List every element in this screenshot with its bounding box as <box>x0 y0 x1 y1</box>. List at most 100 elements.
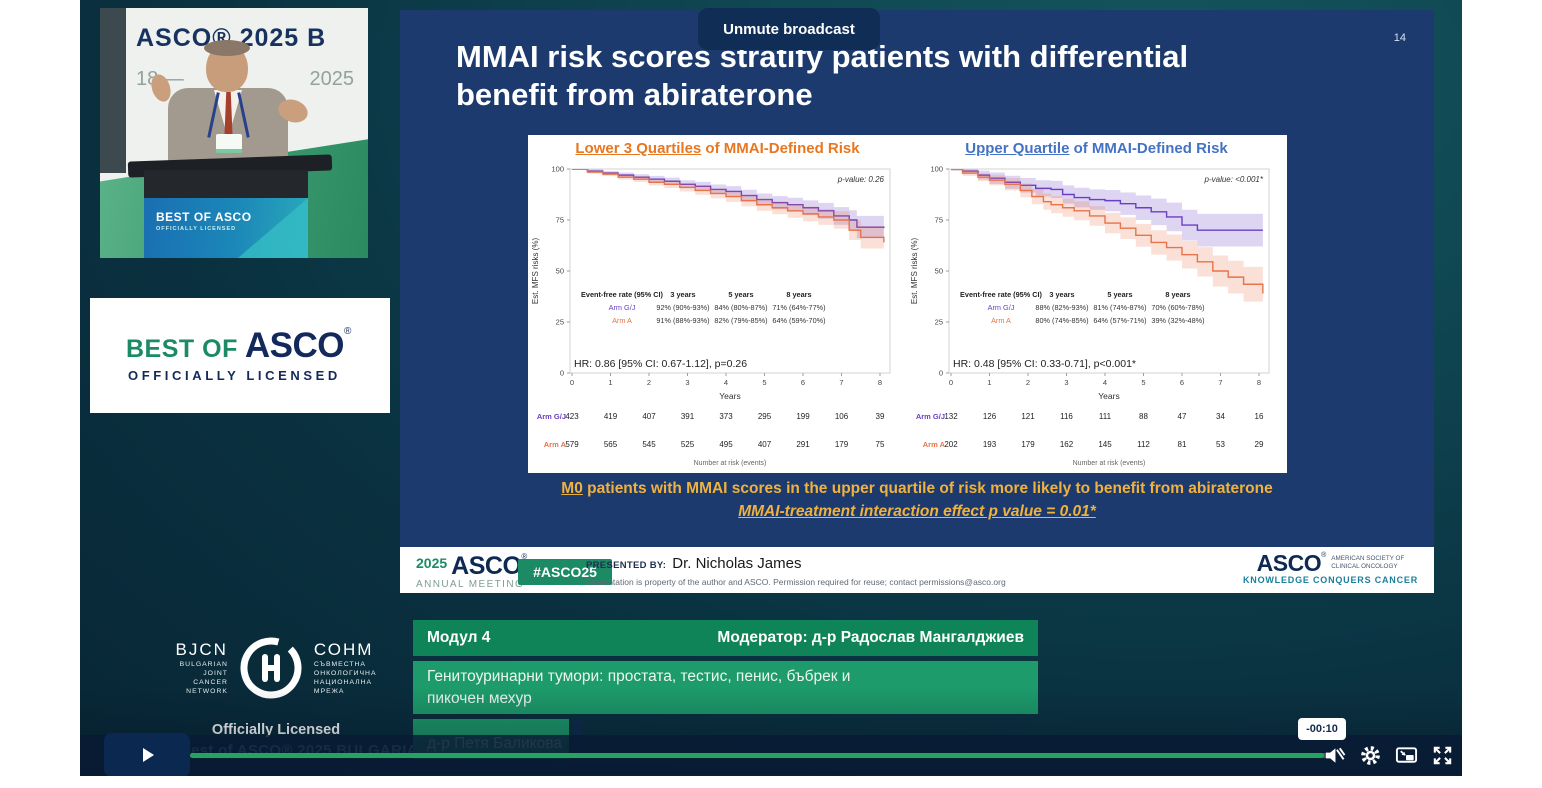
svg-text:39% (32%-48%): 39% (32%-48%) <box>1151 316 1204 325</box>
svg-text:39: 39 <box>876 412 885 421</box>
svg-text:47: 47 <box>1178 412 1187 421</box>
progress-bar[interactable] <box>190 753 1332 758</box>
svg-text:4: 4 <box>1103 378 1107 387</box>
boa-licensed-text: OFFICIALLY LICENSED <box>128 368 341 383</box>
svg-text:88% (82%-93%): 88% (82%-93%) <box>1035 303 1088 312</box>
footer-disclaimer: Presentation is property of the author a… <box>586 577 1006 587</box>
svg-text:391: 391 <box>681 412 695 421</box>
settings-gear-icon[interactable] <box>1359 744 1382 767</box>
svg-text:100: 100 <box>551 165 564 174</box>
svg-text:34: 34 <box>1216 412 1225 421</box>
svg-text:7: 7 <box>839 378 843 387</box>
svg-text:579: 579 <box>565 440 579 449</box>
svg-text:3: 3 <box>685 378 689 387</box>
svg-text:5 years: 5 years <box>728 290 753 299</box>
svg-text:29: 29 <box>1255 440 1264 449</box>
svg-text:Arm G/J: Arm G/J <box>988 303 1015 312</box>
svg-text:179: 179 <box>835 440 849 449</box>
bjcn-logo <box>240 637 302 699</box>
svg-text:179: 179 <box>1021 440 1035 449</box>
speaker-video-feed: ASCO® 2025 B 18 — 2025 BEST OF ASCO OFFI… <box>100 8 368 258</box>
svg-text:Est. MFS risks (%): Est. MFS risks (%) <box>910 238 919 305</box>
svg-text:25: 25 <box>935 318 943 327</box>
svg-text:0: 0 <box>560 369 564 378</box>
bjcn-sohm-logo-block: BJCN BULGARIAN JOINT CANCER NETWORK СОНМ… <box>116 616 436 720</box>
presented-by: PRESENTED BY: Dr. Nicholas James <box>586 555 802 572</box>
svg-text:100: 100 <box>930 165 943 174</box>
svg-text:75: 75 <box>876 440 885 449</box>
svg-text:291: 291 <box>796 440 810 449</box>
svg-text:50: 50 <box>935 267 943 276</box>
svg-text:5: 5 <box>1141 378 1145 387</box>
svg-text:64% (57%-71%): 64% (57%-71%) <box>1093 316 1146 325</box>
svg-text:p-value: 0.26: p-value: 0.26 <box>837 175 885 184</box>
slide-highlight-line2: MMAI-treatment interaction effect p valu… <box>738 503 1096 520</box>
svg-text:1: 1 <box>987 378 991 387</box>
km-chart-lower-quartiles: Lower 3 Quartiles of MMAI-Defined Risk 0… <box>528 135 907 473</box>
time-remaining-tooltip: -00:10 <box>1298 718 1346 740</box>
svg-text:0: 0 <box>939 369 943 378</box>
presentation-slide: 14 MMAI risk scores stratify patients wi… <box>400 10 1434 593</box>
svg-text:82% (79%-85%): 82% (79%-85%) <box>714 316 767 325</box>
svg-text:Arm G/J: Arm G/J <box>537 412 566 421</box>
svg-text:25: 25 <box>556 318 564 327</box>
svg-text:53: 53 <box>1216 440 1225 449</box>
svg-text:81% (74%-87%): 81% (74%-87%) <box>1093 303 1146 312</box>
video-stage[interactable]: ASCO® 2025 B 18 — 2025 BEST OF ASCO OFFI… <box>80 0 1462 776</box>
svg-text:112: 112 <box>1137 440 1150 449</box>
svg-text:145: 145 <box>1098 440 1112 449</box>
slide-footer: 2025 ASCO® ANNUAL MEETING #ASCO25 PRESENT… <box>400 547 1434 593</box>
play-icon <box>143 748 154 762</box>
svg-text:423: 423 <box>565 412 579 421</box>
svg-text:Event-free rate (95% CI): Event-free rate (95% CI) <box>581 290 663 299</box>
volume-muted-icon[interactable] <box>1323 744 1346 767</box>
svg-text:75: 75 <box>935 216 943 225</box>
unmute-broadcast-button[interactable]: Unmute broadcast <box>698 8 880 50</box>
svg-text:Arm A: Arm A <box>991 316 1011 325</box>
play-button[interactable] <box>104 733 190 776</box>
svg-text:88: 88 <box>1139 412 1148 421</box>
svg-text:3: 3 <box>1064 378 1068 387</box>
svg-text:Arm A: Arm A <box>544 440 567 449</box>
svg-text:2: 2 <box>1026 378 1030 387</box>
svg-text:Event-free rate (95% CI): Event-free rate (95% CI) <box>960 290 1042 299</box>
progress-fill <box>190 753 1324 758</box>
svg-text:Est. MFS risks (%): Est. MFS risks (%) <box>531 238 540 305</box>
picture-in-picture-icon[interactable] <box>1395 744 1418 767</box>
svg-text:1: 1 <box>608 378 612 387</box>
svg-text:Arm G/J: Arm G/J <box>609 303 636 312</box>
svg-text:126: 126 <box>983 412 997 421</box>
module-header-box: Модул 4 Модератор: д-р Радослав Мангалдж… <box>413 620 1038 656</box>
svg-text:373: 373 <box>719 412 733 421</box>
fullscreen-icon[interactable] <box>1431 744 1454 767</box>
svg-text:162: 162 <box>1060 440 1074 449</box>
svg-text:111: 111 <box>1099 412 1112 421</box>
svg-text:5 years: 5 years <box>1107 290 1132 299</box>
km-plot-left: 0 25 50 75 100 0 1 2 3 4 5 6 7 8 Est. MFS risks (%) Yea… <box>531 165 891 467</box>
svg-text:295: 295 <box>758 412 772 421</box>
svg-text:HR: 0.86 [95% CI: 0.67-1.12],: HR: 0.86 [95% CI: 0.67-1.12], p=0.26 <box>574 358 747 370</box>
speaker-badge <box>216 134 242 153</box>
module-topic-box: Генитоуринарни тумори: простата, тестис,… <box>413 661 1038 714</box>
module-moderator: Модератор: д-р Радослав Мангалджиев <box>717 629 1024 646</box>
svg-text:0: 0 <box>949 378 953 387</box>
boa-asco: ASCO <box>244 326 345 365</box>
podium-brand-text: BEST OF ASCO <box>156 210 252 224</box>
asco-annual-meeting-logo: 2025 ASCO® ANNUAL MEETING <box>416 552 528 590</box>
svg-text:116: 116 <box>1060 412 1073 421</box>
bjcn-abbr: BJCN <box>175 640 228 659</box>
svg-text:80% (74%-85%): 80% (74%-85%) <box>1035 316 1088 325</box>
svg-text:HR: 0.48 [95% CI: 0.33-0.71],: HR: 0.48 [95% CI: 0.33-0.71], p<0.001* <box>953 358 1136 370</box>
svg-text:Arm A: Arm A <box>612 316 632 325</box>
svg-text:70% (60%-78%): 70% (60%-78%) <box>1151 303 1204 312</box>
hashtag-badge: #ASCO25 <box>518 559 612 585</box>
slide-page-number: 14 <box>1393 32 1406 44</box>
chart-title-left: Lower 3 Quartiles of MMAI-Defined Risk <box>575 140 860 157</box>
boa-best-of: BEST OF <box>126 335 238 363</box>
player-control-bar <box>80 735 1462 775</box>
svg-text:199: 199 <box>796 412 810 421</box>
km-chart-panel: Lower 3 Quartiles of MMAI-Defined Risk 0… <box>528 135 1287 473</box>
slide-highlight-line1: M0 patients with MMAI scores in the uppe… <box>561 480 1273 497</box>
svg-text:92% (90%-93%): 92% (90%-93%) <box>656 303 709 312</box>
svg-text:50: 50 <box>556 267 564 276</box>
